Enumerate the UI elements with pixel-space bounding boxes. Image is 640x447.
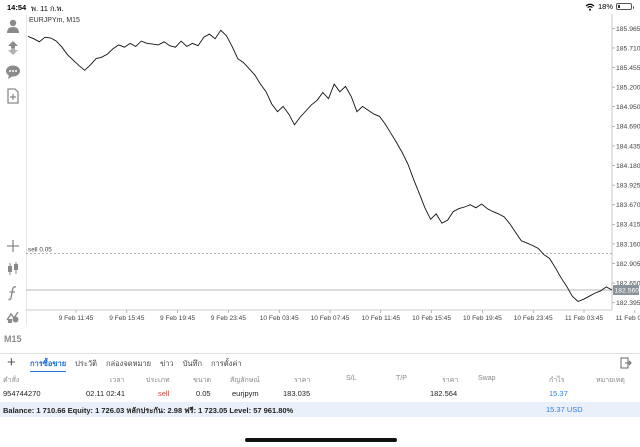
new-order-icon[interactable] [5,88,21,104]
header-swap: Swap [478,375,496,382]
header-time: เวลา [110,377,125,384]
price-label: 182.905 [616,261,640,268]
chart-symbol-label: EURJPYm, M15 [29,17,80,24]
price-label: 183.925 [616,183,640,190]
crosshair-icon[interactable] [5,238,21,254]
time-label: 9 Feb 19:45 [160,315,196,322]
time-label: 10 Feb 03:45 [260,315,299,322]
time-label: 11 Feb 03:45 [565,315,604,322]
order-id: 954744270 [3,389,41,398]
time-label: 10 Feb 23:45 [514,315,553,322]
home-indicator [245,438,397,442]
order-symbol: eurjpym [232,389,259,398]
order-type: sell [158,389,170,398]
price-label: 184.690 [616,124,640,131]
price-line [27,29,613,303]
order-profit: 15.37 [549,389,568,398]
tab-news[interactable]: ข่าว [160,359,174,368]
candles-icon[interactable] [5,261,21,277]
price-label: 184.180 [616,163,640,170]
bid-price-box [613,285,639,296]
tab-history[interactable]: ประวัติ [75,359,98,368]
price-label: 185.455 [616,65,640,72]
price-chart[interactable]: 185.965 185.710 185.455 185.200 184.950 184.6… [26,14,640,325]
time-label: 11 Feb 07:45 [616,315,640,322]
user-icon[interactable] [5,18,21,34]
time-label: 9 Feb 11:45 [59,315,94,322]
battery-icon [616,3,634,10]
trade-icon[interactable] [5,40,21,56]
header-tp: T/P [396,375,407,382]
left-toolbar [0,14,27,325]
time-label: 10 Feb 11:45 [362,315,401,322]
time-label: 10 Feb 19:45 [463,315,502,322]
order-volume: 0.05 [196,389,211,398]
price-label: 183.415 [616,222,640,229]
balance-summary: Balance: 1 710.66 Equity: 1 726.03 หลักป… [3,406,294,415]
bid-price-label: 182.560 [615,287,640,294]
wifi-icon [585,3,595,11]
order-current-price: 182.564 [430,389,458,398]
table-row[interactable]: 954744270 02.11 02:41 sell 0.05 eurjpym … [0,386,640,402]
header-comment: หมายเหตุ [596,377,625,384]
objects-icon[interactable] [5,308,21,324]
header-profit: กำไร [549,377,565,384]
tab-settings[interactable]: การตั้งค่า [211,359,242,368]
status-bar: 14:54 พ. 11 ก.พ. 18% [0,0,640,14]
price-label: 182.650 [616,281,640,288]
battery-percent: 18% [597,2,613,11]
header-order: คำสั่ง [3,377,20,384]
time-label: 10 Feb 15:45 [412,315,451,322]
price-label: 184.950 [616,104,640,111]
terminal-tabs: + การซื้อขาย ประวัติ กล่องจดหมาย ข่าว บั… [0,353,640,372]
tab-journal[interactable]: บันทึก [182,359,203,368]
price-label: 183.670 [616,202,640,209]
total-profit: 15.37 USD [546,405,583,414]
status-time: 14:54 [7,3,27,12]
header-current-price: ราคา [442,377,459,384]
price-label: 185.200 [616,85,640,92]
price-label: 182.395 [616,300,640,307]
header-sl: S/L [346,375,357,382]
tab-trade[interactable]: การซื้อขาย [30,358,67,372]
header-type: ประเภท [146,377,170,384]
time-label: 10 Feb 07:45 [311,315,350,322]
chart-area[interactable]: 185.965 185.710 185.455 185.200 184.950 184.6… [26,14,640,325]
price-label: 183.160 [616,241,640,248]
time-label: 9 Feb 23:45 [211,315,247,322]
header-volume: ขนาด [193,377,212,384]
price-label: 185.965 [616,26,640,33]
price-label: 185.710 [616,45,640,52]
header-open-price: ราคา [294,377,311,384]
tab-mailbox[interactable]: กล่องจดหมาย [106,359,152,368]
order-line-label: sell 0.05 [28,247,52,254]
order-open-price: 183.035 [283,389,311,398]
timeframe-button[interactable]: M15 [4,334,22,344]
time-label: 9 Feb 15:45 [109,315,145,322]
add-icon[interactable]: + [7,354,16,371]
order-time: 02.11 02:41 [86,389,126,398]
balance-bar: Balance: 1 710.66 Equity: 1 726.03 หลักป… [0,402,640,417]
status-date: พ. 11 ก.พ. [31,4,64,13]
function-icon[interactable] [5,285,21,301]
price-label: 184.435 [616,143,640,150]
header-symbol: สัญลักษณ์ [230,377,260,384]
status-right: 18% [585,2,634,11]
chat-icon[interactable] [5,64,21,80]
table-header: คำสั่ง เวลา ประเภท ขนาด สัญลักษณ์ ราคา S… [0,372,640,385]
expand-panel-icon[interactable] [620,357,632,369]
